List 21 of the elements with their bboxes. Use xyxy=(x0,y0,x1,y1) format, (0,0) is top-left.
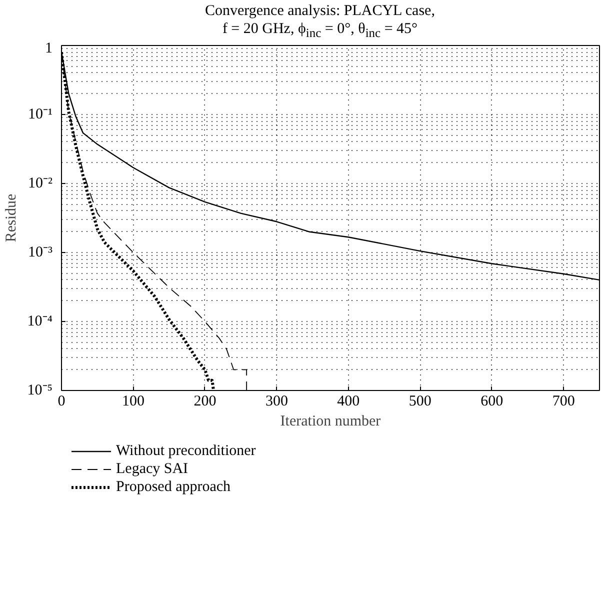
x-tick-label: 0 xyxy=(58,394,66,410)
x-tick-label: 500 xyxy=(408,394,432,410)
y-tick-label: 1 xyxy=(45,40,52,56)
y-axis-title: Residue xyxy=(3,193,20,242)
x-tick-label: 200 xyxy=(194,394,216,410)
y-tick-label: 10⁻³ xyxy=(28,244,54,260)
legend-label: Legacy SAI xyxy=(116,460,188,478)
x-axis-title: Iteration number xyxy=(280,414,381,430)
legend-label: Without preconditioner xyxy=(116,442,256,460)
x-tick-label: 100 xyxy=(122,394,144,410)
x-tick-label: 700 xyxy=(552,394,575,410)
legend-label: Proposed approach xyxy=(116,478,231,496)
y-tick-label: 10⁻¹ xyxy=(28,106,53,122)
x-tick-label: 400 xyxy=(337,394,360,410)
y-tick-label: 10⁻² xyxy=(28,176,54,192)
y-tick-label: 10⁻⁴ xyxy=(27,314,53,330)
x-tick-label: 600 xyxy=(480,394,504,410)
chart-subtitle: f = 20 GHz, ϕ$_{inc}$ = 0°, θ$_{inc}$ = 45° xyxy=(222,21,418,40)
x-tick-label: 300 xyxy=(265,394,288,410)
y-tick-label: 10⁻⁵ xyxy=(27,382,53,398)
chart-title: Convergence analysis: PLACYL case, xyxy=(205,3,435,19)
